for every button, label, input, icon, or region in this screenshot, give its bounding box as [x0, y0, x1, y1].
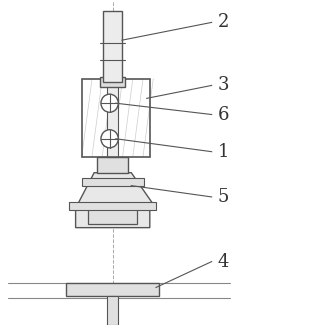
Bar — [82, 79, 150, 156]
Text: 1: 1 — [218, 143, 229, 161]
Bar — [104, 11, 122, 82]
Bar — [97, 156, 128, 173]
Bar — [66, 283, 159, 296]
Bar — [82, 178, 144, 185]
Bar — [69, 202, 156, 210]
Circle shape — [101, 94, 118, 112]
Text: 5: 5 — [218, 188, 229, 206]
Bar — [107, 82, 118, 156]
Text: 4: 4 — [218, 253, 229, 271]
Text: 6: 6 — [218, 106, 229, 124]
Text: 3: 3 — [218, 76, 229, 95]
Bar — [107, 296, 118, 325]
Polygon shape — [76, 173, 156, 228]
Text: 2: 2 — [218, 13, 229, 31]
Circle shape — [101, 130, 118, 148]
Bar — [88, 208, 138, 224]
Bar — [100, 77, 125, 87]
